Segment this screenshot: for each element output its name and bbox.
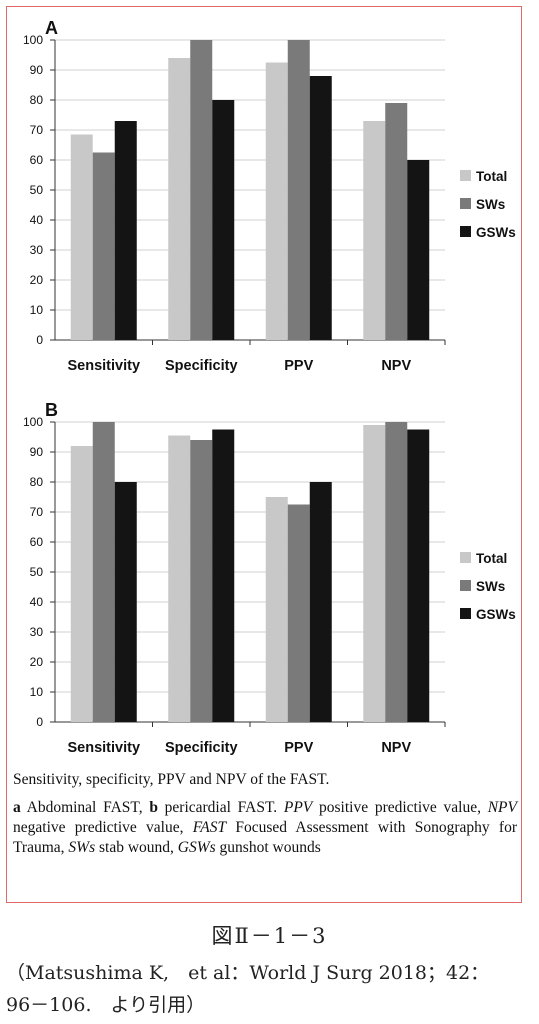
y-tick-label: 0 xyxy=(36,715,43,729)
y-tick-label: 30 xyxy=(30,243,44,257)
caption-ppv-def: positive predictive value, xyxy=(312,799,488,816)
y-tick-label: 90 xyxy=(30,445,44,459)
y-tick-label: 80 xyxy=(30,93,44,107)
bar-total-specificity xyxy=(168,58,191,340)
bar-gsws-specificity xyxy=(212,100,235,340)
y-tick-label: 100 xyxy=(23,415,43,429)
chart-panel-a: A 0 10 20 30 40 50 60 70 80 90 100 Sensitivity Specif… xyxy=(23,18,516,374)
x-tick-label: Sensitivity xyxy=(67,358,140,374)
figure-frame xyxy=(6,6,522,903)
caption-fast-def: Focused Assessment with Sonography for T… xyxy=(13,819,517,856)
y-tick-label: 20 xyxy=(30,655,44,669)
legend-swatch-sws xyxy=(460,198,471,209)
y-tick-label: 70 xyxy=(30,505,44,519)
bar-sws-npv xyxy=(385,103,408,340)
bar-gsws-ppv xyxy=(309,76,332,340)
bar-total-npv xyxy=(363,121,386,340)
citation: （Matsushima K, et al：World J Surg 2018；4… xyxy=(6,957,536,1021)
caption-npv-def: negative predictive value, xyxy=(13,819,193,836)
legend-label-sws: SWs xyxy=(476,579,505,594)
caption-a-label: a xyxy=(13,799,21,816)
legend-label-total: Total xyxy=(476,551,507,566)
citation-line-2: 96－106. より引用） xyxy=(6,994,206,1016)
bar-total-npv xyxy=(363,425,386,722)
bar-sws-sensitivity xyxy=(92,152,115,340)
y-tick-label: 10 xyxy=(30,303,44,317)
y-tick-label: 30 xyxy=(30,625,44,639)
bar-total-sensitivity xyxy=(70,134,93,340)
y-tick-label: 50 xyxy=(30,565,44,579)
legend-swatch-gsws xyxy=(460,226,471,237)
bar-sws-npv xyxy=(385,422,408,722)
legend-label-total: Total xyxy=(476,169,507,184)
x-tick-label: NPV xyxy=(381,740,411,756)
bar-total-sensitivity xyxy=(70,446,93,722)
panel-letter: B xyxy=(45,400,58,420)
caption-title: Sensitivity, specificity, PPV and NPV of… xyxy=(13,771,330,788)
legend-swatch-sws xyxy=(460,580,471,591)
caption-sws-def: stab wound, xyxy=(95,839,178,856)
bar-sws-specificity xyxy=(190,40,213,340)
x-tick-label: Specificity xyxy=(165,740,238,756)
y-tick-label: 60 xyxy=(30,535,44,549)
caption-b-label: b xyxy=(149,799,158,816)
bar-total-ppv xyxy=(265,62,288,340)
bar-gsws-npv xyxy=(407,429,430,722)
caption-a-text: Abdominal FAST, xyxy=(20,799,150,816)
y-tick-label: 100 xyxy=(23,33,43,47)
x-tick-label: Sensitivity xyxy=(67,740,140,756)
legend-label-gsws: GSWs xyxy=(476,607,516,622)
bar-sws-ppv xyxy=(287,40,310,340)
chart-panel-b: B 0 10 20 30 40 50 60 70 80 90 100 Sensitivity Specif… xyxy=(23,400,516,756)
caption-gsws-abbr: GSWs xyxy=(177,839,216,856)
bar-sws-specificity xyxy=(190,440,213,722)
y-tick-label: 80 xyxy=(30,475,44,489)
bar-gsws-npv xyxy=(407,160,430,340)
caption-gsws-def: gunshot wounds xyxy=(215,839,321,856)
x-tick-label: NPV xyxy=(381,358,411,374)
bar-total-ppv xyxy=(265,497,288,722)
bar-gsws-specificity xyxy=(212,429,235,722)
x-tick-label: PPV xyxy=(284,740,313,756)
bar-sws-sensitivity xyxy=(92,422,115,722)
caption-sws-abbr: SWs xyxy=(68,839,96,856)
figure-caption: Sensitivity, specificity, PPV and NPV of… xyxy=(13,770,517,858)
citation-line-1: （Matsushima K, et al：World J Surg 2018；4… xyxy=(6,962,490,984)
legend-label-sws: SWs xyxy=(476,197,505,212)
y-tick-label: 10 xyxy=(30,685,44,699)
x-tick-label: Specificity xyxy=(165,358,238,374)
caption-npv-abbr: NPV xyxy=(487,799,517,816)
bar-total-specificity xyxy=(168,435,191,722)
legend-swatch-total xyxy=(460,552,471,563)
legend-label-gsws: GSWs xyxy=(476,225,516,240)
caption-fast-abbr: FAST xyxy=(192,819,227,836)
legend-swatch-gsws xyxy=(460,608,471,619)
y-tick-label: 70 xyxy=(30,123,44,137)
x-tick-label: PPV xyxy=(284,358,313,374)
y-tick-label: 0 xyxy=(36,333,43,347)
y-tick-label: 60 xyxy=(30,153,44,167)
caption-b-text: pericardial FAST. xyxy=(157,799,284,816)
y-tick-label: 50 xyxy=(30,183,44,197)
y-tick-label: 40 xyxy=(30,595,44,609)
bar-sws-ppv xyxy=(287,504,310,722)
legend-swatch-total xyxy=(460,170,471,181)
caption-ppv-abbr: PPV xyxy=(283,799,313,816)
y-tick-label: 20 xyxy=(30,273,44,287)
bar-gsws-ppv xyxy=(309,482,332,722)
bar-gsws-sensitivity xyxy=(114,121,137,340)
bar-gsws-sensitivity xyxy=(114,482,137,722)
y-tick-label: 90 xyxy=(30,63,44,77)
panel-letter: A xyxy=(45,18,58,38)
figure-number: 図Ⅱ－1－3 xyxy=(211,924,328,948)
caption-body: a Abdominal FAST, b pericardial FAST. PP… xyxy=(13,798,517,858)
y-tick-label: 40 xyxy=(30,213,44,227)
